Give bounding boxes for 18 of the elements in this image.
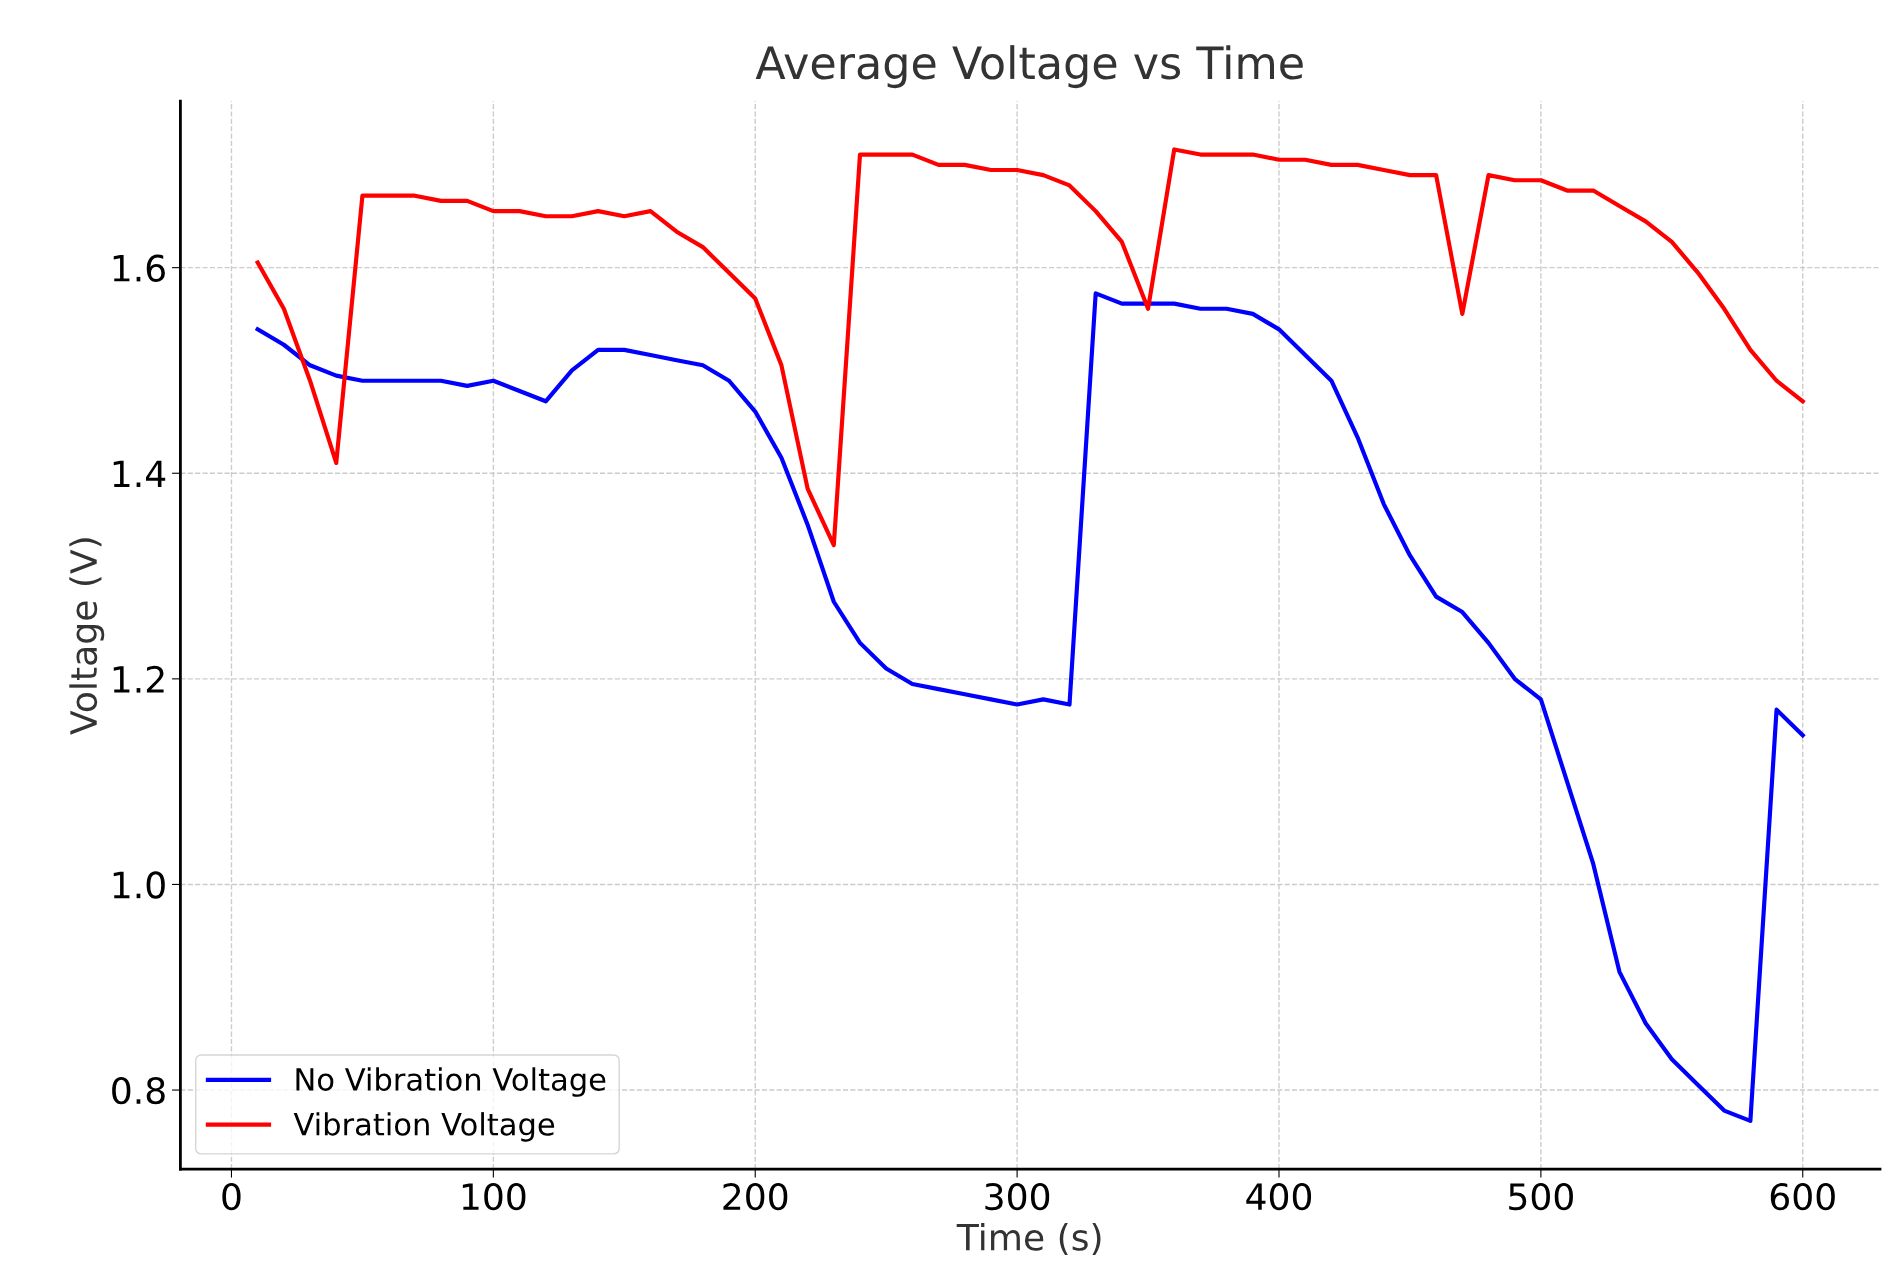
x-tick-label: 200: [723, 1183, 788, 1211]
x-tick-label: 0: [222, 1183, 241, 1211]
legend-label: No Vibration Voltage: [296, 1067, 606, 1097]
y-axis-title: Voltage (V): [69, 538, 105, 735]
legend-label: Vibration Voltage: [293, 1112, 555, 1142]
chart-title: Average Voltage vs Time: [755, 45, 1303, 89]
y-tick-label: 1.6: [113, 254, 165, 282]
y-tick-label: 1.4: [113, 460, 166, 487]
y-tick-label: 1.0: [113, 871, 165, 899]
x-tick-label: 600: [1770, 1183, 1835, 1211]
y-tick-label: 0.8: [112, 1076, 165, 1105]
x-tick-label: 100: [462, 1183, 526, 1211]
y-tick-label: 1.2: [113, 665, 164, 693]
line-series: [255, 147, 1805, 548]
x-tick-label: 400: [1246, 1183, 1312, 1211]
x-tick-label: 500: [1509, 1183, 1573, 1211]
x-axis-title: Time (s): [956, 1222, 1101, 1256]
x-tick-label: 300: [985, 1183, 1050, 1211]
